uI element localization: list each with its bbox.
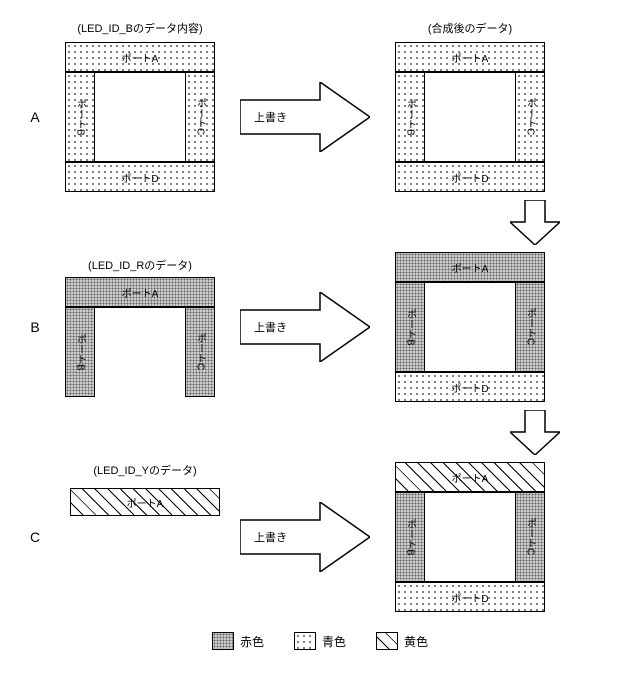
port-c: ポートC (515, 492, 545, 582)
overwrite-arrow-icon: 上書き (240, 502, 370, 572)
port-b: ポートB (65, 72, 95, 162)
overwrite-label: 上書き (254, 109, 287, 125)
row-c-right-frame: ポートA ポートB ポートC ポートD (395, 462, 545, 612)
swatch-blue-icon (294, 632, 316, 650)
header-left-caption: (LED_ID_Bのデータ内容) (50, 20, 230, 36)
overwrite-arrow-icon: 上書き (240, 82, 370, 152)
legend-red: 赤色 (212, 632, 264, 650)
port-c: ポートC (515, 72, 545, 162)
port-a: ポートA (65, 277, 215, 307)
overwrite-arrow-icon: 上書き (240, 292, 370, 362)
center-hole (95, 307, 185, 397)
swatch-yellow-icon (376, 632, 398, 650)
legend-yellow: 黄色 (376, 632, 428, 650)
port-b: ポートB (65, 307, 95, 397)
port-a: ポートA (395, 462, 545, 492)
port-c: ポートC (185, 307, 215, 397)
down-arrow-b-c (20, 410, 620, 458)
center-hole (425, 492, 515, 582)
overwrite-label: 上書き (254, 319, 287, 335)
down-arrow-icon (510, 410, 560, 458)
row-b-label: B (20, 319, 50, 335)
port-a: ポートA (395, 252, 545, 282)
header-right-caption: (合成後のデータ) (380, 20, 560, 36)
port-a: ポートA (65, 42, 215, 72)
port-b: ポートB (395, 282, 425, 372)
port-b: ポートB (395, 72, 425, 162)
down-arrow-a-b (20, 200, 620, 248)
port-a: ポートA (395, 42, 545, 72)
down-arrow-icon (510, 200, 560, 248)
row-b: B (LED_ID_Rのデータ) ポートA ポートB ポートC 上書き ポートA… (20, 252, 620, 402)
port-b: ポートB (395, 492, 425, 582)
swatch-red-icon (212, 632, 234, 650)
legend-blue: 青色 (294, 632, 346, 650)
row-a-left-frame: ポートA ポートB ポートC ポートD (65, 42, 215, 192)
center-hole (425, 72, 515, 162)
row-b-left-frame: ポートA ポートB ポートC (65, 277, 215, 397)
port-c: ポートC (515, 282, 545, 372)
row-c: C (LED_ID_Yのデータ) ポートA 上書き ポートA ポートB ポートC… (20, 462, 620, 612)
port-c: ポートC (185, 72, 215, 162)
header-row: (LED_ID_Bのデータ内容) (合成後のデータ) (20, 20, 620, 36)
center-hole (95, 72, 185, 162)
legend: 赤色 青色 黄色 (20, 632, 620, 650)
row-b-caption: (LED_ID_Rのデータ) (88, 257, 192, 273)
row-a-right-frame: ポートA ポートB ポートC ポートD (395, 42, 545, 192)
row-b-right-frame: ポートA ポートB ポートC ポートD (395, 252, 545, 402)
port-d: ポートD (395, 162, 545, 192)
center-hole (425, 282, 515, 372)
port-d: ポートD (395, 582, 545, 612)
row-c-label: C (20, 529, 50, 545)
row-a-label: A (20, 109, 50, 125)
row-c-left-strip: ポートA (70, 488, 220, 516)
row-a: A ポートA ポートB ポートC ポートD 上書き ポートA ポートB ポートC… (20, 42, 620, 192)
port-d: ポートD (65, 162, 215, 192)
port-d: ポートD (395, 372, 545, 402)
row-c-caption: (LED_ID_Yのデータ) (93, 462, 196, 478)
overwrite-label: 上書き (254, 529, 287, 545)
